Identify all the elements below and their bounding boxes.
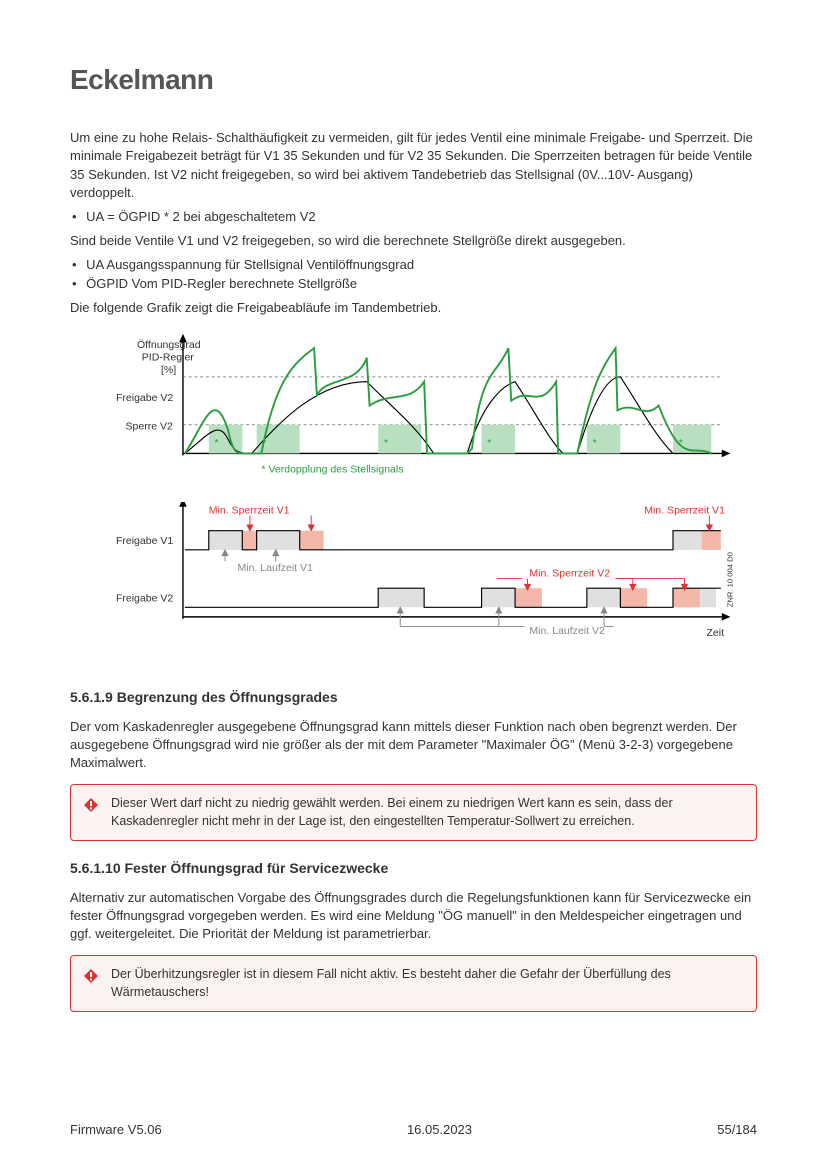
svg-text:Min. Laufzeit V1: Min. Laufzeit V1 bbox=[238, 562, 314, 574]
svg-text:*: * bbox=[679, 437, 683, 449]
svg-text:Freigabe V1: Freigabe V1 bbox=[116, 535, 173, 547]
svg-text:Freigabe V2: Freigabe V2 bbox=[116, 592, 173, 604]
svg-text:* Verdopplung des Stellsignals: * Verdopplung des Stellsignals bbox=[261, 463, 403, 475]
section-heading-1: 5.6.1.9 Begrenzung des Öffnungsgrades bbox=[70, 688, 757, 708]
svg-text:*: * bbox=[262, 437, 266, 449]
intro-paragraph-2: Sind beide Ventile V1 und V2 freigegeben… bbox=[70, 232, 757, 250]
svg-text:ZNR. 10 004 D0: ZNR. 10 004 D0 bbox=[725, 552, 734, 607]
svg-text:Freigabe V2: Freigabe V2 bbox=[116, 392, 173, 404]
tandem-release-chart: Öffnungsgrad PID-Regler [%] Freigabe V2 … bbox=[70, 329, 740, 492]
footer-date: 16.05.2023 bbox=[407, 1121, 472, 1139]
section-body-1: Der vom Kaskadenregler ausgegebene Öffnu… bbox=[70, 718, 757, 773]
svg-text:[%]: [%] bbox=[161, 364, 176, 376]
svg-text:Zeit: Zeit bbox=[706, 627, 724, 639]
page-footer: Firmware V5.06 16.05.2023 55/184 bbox=[70, 1121, 757, 1139]
warning-icon bbox=[83, 797, 99, 813]
intro-paragraph-3: Die folgende Grafik zeigt die Freigabeab… bbox=[70, 299, 757, 317]
svg-text:*: * bbox=[487, 437, 491, 449]
svg-text:Min. Laufzeit V2: Min. Laufzeit V2 bbox=[529, 625, 605, 637]
svg-text:Sperre V2: Sperre V2 bbox=[126, 420, 173, 432]
warning-text-1: Dieser Wert darf nicht zu niedrig gewähl… bbox=[111, 796, 673, 828]
logo: Eckelmann bbox=[70, 60, 757, 99]
bullet-ua-def: UA Ausgangsspannung für Stellsignal Vent… bbox=[86, 256, 757, 274]
svg-text:*: * bbox=[215, 437, 219, 449]
bullet-ogpid-def: ÖGPID Vom PID-Regler berechnete Stellgrö… bbox=[86, 275, 757, 293]
svg-text:Min. Sperrzeit V1: Min. Sperrzeit V1 bbox=[209, 504, 290, 516]
svg-text:PID-Regler: PID-Regler bbox=[142, 351, 195, 363]
section-heading-2: 5.6.1.10 Fester Öffnungsgrad für Service… bbox=[70, 859, 757, 879]
warning-text-2: Der Überhitzungsregler ist in diesem Fal… bbox=[111, 967, 671, 999]
intro-paragraph-1: Um eine zu hohe Relais- Schalthäufigkeit… bbox=[70, 129, 757, 202]
footer-firmware: Firmware V5.06 bbox=[70, 1121, 162, 1139]
section-body-2: Alternativ zur automatischen Vorgabe des… bbox=[70, 889, 757, 944]
warning-box-2: Der Überhitzungsregler ist in diesem Fal… bbox=[70, 955, 757, 1012]
svg-text:Öffnungsgrad: Öffnungsgrad bbox=[137, 339, 201, 351]
timing-chart: Freigabe V1 Freigabe V2 Zeit Min. Sperrz… bbox=[70, 502, 740, 655]
svg-text:*: * bbox=[593, 437, 597, 449]
svg-text:Min. Sperrzeit V2: Min. Sperrzeit V2 bbox=[529, 567, 610, 579]
svg-text:Min. Sperrzeit V1: Min. Sperrzeit V1 bbox=[644, 504, 725, 516]
warning-icon bbox=[83, 968, 99, 984]
warning-box-1: Dieser Wert darf nicht zu niedrig gewähl… bbox=[70, 784, 757, 841]
footer-page: 55/184 bbox=[717, 1121, 757, 1139]
bullet-ua-formula: UA = ÖGPID * 2 bei abgeschaltetem V2 bbox=[86, 208, 757, 226]
svg-text:*: * bbox=[384, 437, 388, 449]
